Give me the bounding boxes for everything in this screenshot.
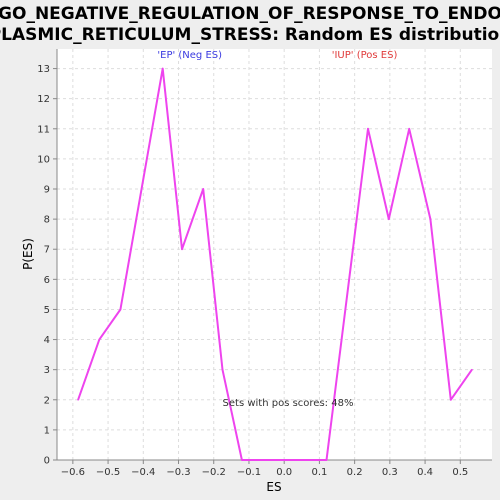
data-point <box>221 368 224 371</box>
y-tick-label: 9 <box>44 185 50 196</box>
data-point <box>77 398 79 401</box>
chart-title-line-2: PLASMIC_RETICULUM_STRESS: Random ES dist… <box>0 25 500 45</box>
data-point <box>181 248 183 251</box>
annotation-text: Sets with pos scores: 48% <box>223 398 354 409</box>
data-point <box>408 127 411 130</box>
y-tick-label: 2 <box>44 395 50 406</box>
data-point <box>429 218 432 220</box>
y-tick-label: 10 <box>37 154 50 165</box>
data-point <box>98 338 101 341</box>
x-tick-label: −0.6 <box>61 467 85 478</box>
x-axis-label: ES <box>266 480 281 494</box>
x-tick-label: −0.3 <box>166 467 190 478</box>
x-tick-label: 0.0 <box>276 467 292 478</box>
annotation-text: 'EP' (Neg ES) <box>157 50 222 61</box>
data-point <box>471 368 473 371</box>
x-tick-label: −0.2 <box>202 467 226 478</box>
annotation-text: 'IUP' (Pos ES) <box>332 50 398 61</box>
data-point <box>202 188 204 190</box>
x-tick-label: 0.4 <box>417 467 433 478</box>
x-tick-label: 0.5 <box>452 467 468 478</box>
data-point <box>449 398 452 401</box>
grid <box>57 49 492 461</box>
y-tick-label: 12 <box>37 94 50 105</box>
y-tick-label: 1 <box>44 425 50 436</box>
x-tick-label: 0.2 <box>347 467 363 478</box>
series-layer <box>77 67 473 461</box>
x-tick-label: 0.1 <box>311 467 327 478</box>
y-tick-label: 7 <box>44 245 50 256</box>
x-tick-label: 0.3 <box>382 467 398 478</box>
y-axis-label: P(ES) <box>21 238 35 270</box>
y-tick-label: 11 <box>37 124 50 135</box>
y-tick-label: 8 <box>44 215 50 226</box>
chart-title-line-1: GO_NEGATIVE_REGULATION_OF_RESPONSE_TO_EN… <box>0 4 500 24</box>
data-point <box>367 127 369 130</box>
data-point <box>161 67 164 70</box>
y-tick-label: 0 <box>44 456 50 467</box>
data-point <box>119 308 122 311</box>
y-tick-label: 5 <box>44 305 50 316</box>
x-tick-label: −0.4 <box>131 467 155 478</box>
x-tick-label: −0.1 <box>237 467 261 478</box>
series-line <box>77 67 473 461</box>
data-point <box>241 459 243 461</box>
data-point <box>325 459 328 461</box>
y-tick-label: 13 <box>37 64 50 75</box>
y-tick-label: 6 <box>44 275 50 286</box>
y-tick-label: 3 <box>44 365 50 376</box>
y-tick-label: 4 <box>44 335 50 346</box>
data-point <box>387 218 390 220</box>
annotations: 'EP' (Neg ES) 'IUP' (Pos ES) Sets with pos… <box>157 50 397 409</box>
data-point <box>283 459 285 461</box>
x-tick-label: −0.5 <box>96 467 120 478</box>
